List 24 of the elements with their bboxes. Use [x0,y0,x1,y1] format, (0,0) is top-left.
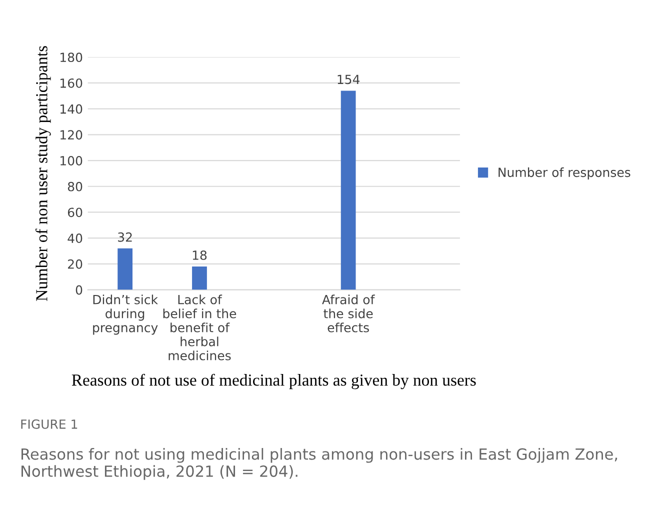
caption: FIGURE 1 [21,419,78,429]
x-tick-label: Afraid of the side effects [322,294,375,332]
y-tick-label: 80 [68,182,82,192]
y-tick-label: 140 [60,104,82,114]
bar [192,266,207,290]
y-tick-label: 0 [76,285,82,295]
bar [340,90,356,290]
x-tick-label: Lack of belief in the benefit of herbal medicines [163,294,236,360]
text: Reasons for not using medicinal plants among non-users in East Gojjam Zone, Northwest Ethiopia, 2021 (N = 204). [22,448,618,480]
y-axis-title: Number of non user study participants [35,46,51,301]
y-tick-label: 40 [68,234,82,243]
x-axis-title: Reasons of not use of medicinal plants as given by non users [72,374,476,390]
data-label: 18 [192,250,207,260]
bar [118,248,133,290]
y-tick-label: 100 [60,156,82,166]
y-tick-label: 20 [68,259,82,269]
data-label: 154 [338,74,360,84]
y-tick-label: 180 [60,52,82,62]
x-tick-label: Didn’t sick during pregnancy [93,294,158,335]
y-tick-label: 120 [60,130,82,140]
y-tick-label: 160 [60,78,82,88]
legend-label: Number of responses [498,167,630,180]
y-tick-label: 60 [68,208,82,218]
data-label: 32 [118,232,132,242]
